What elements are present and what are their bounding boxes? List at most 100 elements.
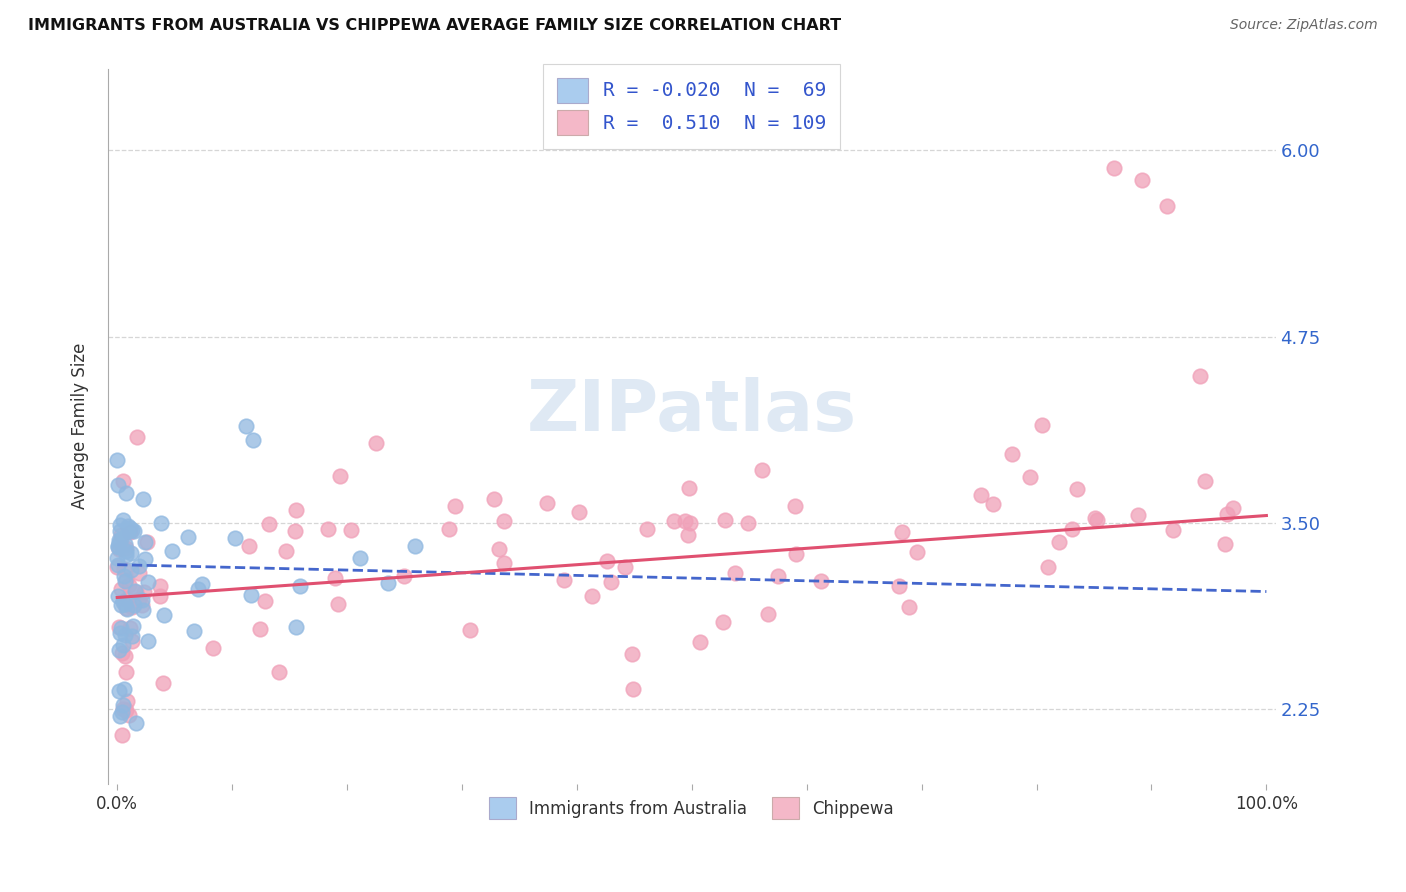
Point bbox=[108, 533, 131, 548]
Point bbox=[111, 639, 134, 653]
Point bbox=[364, 435, 387, 450]
Point bbox=[724, 566, 747, 580]
Point bbox=[149, 579, 172, 593]
Point bbox=[257, 517, 280, 532]
Point bbox=[620, 647, 643, 661]
Point bbox=[121, 629, 143, 643]
Point bbox=[115, 541, 138, 555]
Point bbox=[254, 594, 277, 608]
Point bbox=[112, 475, 135, 489]
Point bbox=[482, 491, 505, 506]
Point bbox=[128, 566, 150, 580]
Point bbox=[1130, 172, 1153, 186]
Point bbox=[108, 620, 131, 634]
Point bbox=[111, 513, 134, 527]
Point bbox=[242, 433, 264, 447]
Point bbox=[110, 582, 132, 597]
Point bbox=[108, 626, 131, 640]
Point bbox=[614, 560, 637, 574]
Point bbox=[1216, 508, 1239, 522]
Point bbox=[673, 515, 696, 529]
Point bbox=[274, 544, 297, 558]
Point bbox=[1188, 368, 1211, 383]
Point bbox=[120, 621, 142, 635]
Point bbox=[783, 500, 806, 514]
Point bbox=[568, 505, 591, 519]
Point bbox=[1194, 474, 1216, 488]
Point bbox=[121, 634, 143, 648]
Point bbox=[122, 524, 145, 538]
Point bbox=[340, 523, 363, 537]
Point bbox=[284, 620, 307, 634]
Point bbox=[1085, 513, 1108, 527]
Point bbox=[711, 615, 734, 629]
Point bbox=[676, 528, 699, 542]
Point bbox=[1066, 482, 1088, 496]
Point bbox=[108, 524, 131, 538]
Point bbox=[110, 518, 132, 533]
Point bbox=[285, 503, 308, 517]
Point bbox=[111, 702, 134, 716]
Point bbox=[249, 622, 271, 636]
Point bbox=[596, 554, 619, 568]
Point bbox=[105, 559, 128, 574]
Point bbox=[349, 551, 371, 566]
Point bbox=[114, 628, 136, 642]
Y-axis label: Average Family Size: Average Family Size bbox=[72, 343, 89, 509]
Point bbox=[118, 525, 141, 540]
Point bbox=[122, 619, 145, 633]
Point bbox=[124, 583, 146, 598]
Point bbox=[136, 534, 159, 549]
Point bbox=[132, 584, 155, 599]
Point bbox=[110, 528, 132, 542]
Point bbox=[121, 600, 143, 615]
Point bbox=[768, 569, 790, 583]
Point bbox=[114, 574, 136, 589]
Point bbox=[124, 715, 146, 730]
Point bbox=[678, 516, 700, 530]
Point bbox=[536, 496, 558, 510]
Point bbox=[392, 569, 415, 583]
Point bbox=[114, 648, 136, 663]
Point bbox=[115, 548, 138, 562]
Point bbox=[105, 551, 128, 566]
Point bbox=[177, 530, 200, 544]
Point bbox=[115, 591, 138, 606]
Point bbox=[107, 539, 129, 553]
Point bbox=[581, 590, 603, 604]
Point bbox=[183, 624, 205, 638]
Point bbox=[810, 574, 832, 589]
Point bbox=[235, 419, 257, 434]
Point bbox=[751, 463, 773, 477]
Point bbox=[125, 430, 148, 444]
Point bbox=[1038, 560, 1060, 574]
Point bbox=[323, 571, 346, 585]
Point bbox=[284, 524, 307, 538]
Point bbox=[1000, 447, 1022, 461]
Point bbox=[105, 453, 128, 467]
Point bbox=[160, 544, 183, 558]
Text: ZIPatlas: ZIPatlas bbox=[527, 377, 856, 446]
Point bbox=[664, 514, 686, 528]
Point bbox=[128, 591, 150, 606]
Point bbox=[187, 582, 209, 597]
Point bbox=[117, 708, 139, 723]
Point bbox=[131, 598, 153, 612]
Point bbox=[600, 574, 623, 589]
Point bbox=[138, 575, 160, 590]
Point bbox=[970, 488, 993, 502]
Point bbox=[1128, 508, 1150, 522]
Point bbox=[494, 514, 516, 528]
Point bbox=[329, 469, 352, 483]
Point bbox=[224, 531, 246, 545]
Point bbox=[107, 589, 129, 603]
Point bbox=[107, 684, 129, 698]
Point bbox=[108, 709, 131, 723]
Point bbox=[131, 492, 153, 507]
Point bbox=[111, 706, 134, 720]
Point bbox=[905, 544, 928, 558]
Point bbox=[1213, 536, 1236, 550]
Point bbox=[107, 541, 129, 555]
Point bbox=[149, 589, 172, 603]
Point bbox=[238, 539, 260, 553]
